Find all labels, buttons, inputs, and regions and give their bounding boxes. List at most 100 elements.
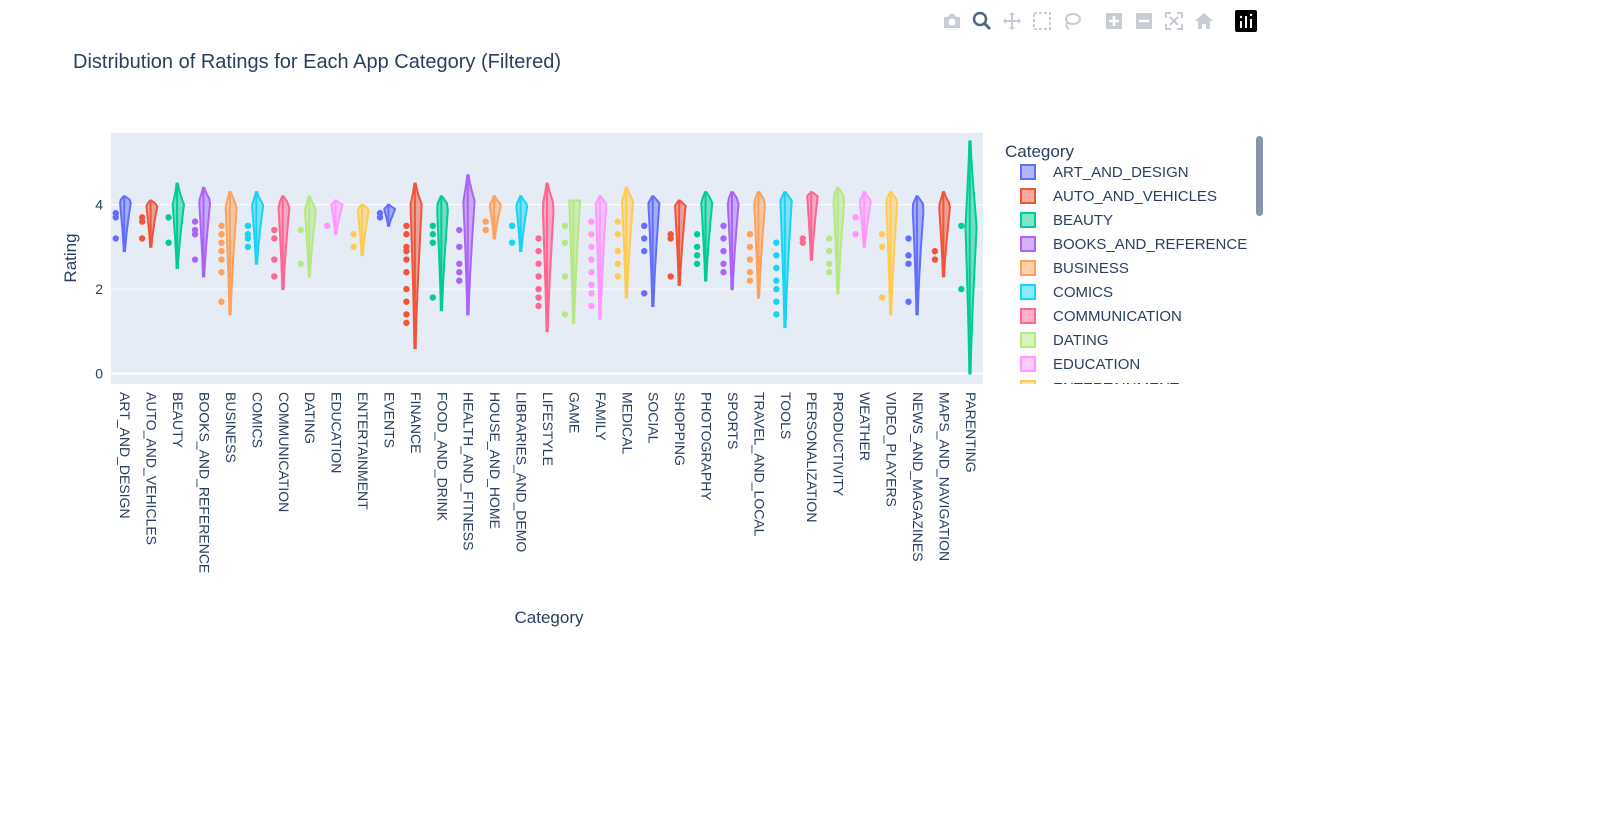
zoom-in-icon[interactable] (1102, 9, 1126, 33)
x-tick-label: MAPS_AND_NAVIGATION (936, 392, 952, 561)
violin-beauty[interactable] (165, 182, 186, 269)
violin-body (779, 191, 793, 329)
x-tick-label: DATING (302, 392, 318, 444)
outlier-point (561, 273, 569, 280)
legend-label: COMMUNICATION (1053, 308, 1182, 325)
legend-item-business[interactable]: BUSINESS (1020, 260, 1129, 277)
violin-business[interactable] (218, 191, 238, 316)
violin-education[interactable] (323, 199, 344, 236)
legend-item-communication[interactable]: COMMUNICATION (1020, 308, 1182, 325)
violin-tools[interactable] (773, 191, 793, 329)
legend-title: Category (1005, 142, 1074, 161)
legend[interactable]: ART_AND_DESIGN AUTO_AND_VEHICLES BEAUTY BOO… (1020, 164, 1247, 397)
outlier-point (112, 209, 119, 217)
x-tick-label: LIFESTYLE (540, 392, 556, 466)
violin-body (277, 195, 291, 291)
violin-house_and_home[interactable] (482, 195, 502, 240)
plotly-logo-icon[interactable] (1234, 9, 1258, 33)
outlier-point (535, 260, 542, 267)
violin-game[interactable] (561, 199, 582, 324)
outlier-point (456, 269, 463, 276)
outlier-point (403, 298, 410, 305)
outlier-point (773, 311, 780, 318)
x-tick-label: FINANCE (408, 392, 424, 453)
violin-finance[interactable] (403, 182, 423, 350)
outlier-point (350, 231, 357, 238)
x-tick-label: FAMILY (593, 392, 609, 441)
violin-events[interactable] (376, 203, 396, 227)
outlier-point (271, 235, 278, 242)
legend-item-entertainment[interactable]: ENTERTAINMENT (1020, 380, 1179, 397)
legend-item-art_and_design[interactable]: ART_AND_DESIGN (1020, 164, 1189, 181)
outlier-point (641, 247, 648, 255)
outlier-point (826, 247, 833, 255)
violin-libraries_and_demo[interactable] (508, 195, 529, 253)
outlier-point (535, 294, 542, 301)
violin-video_players[interactable] (878, 191, 899, 316)
legend-label: COMICS (1053, 284, 1113, 301)
outlier-point (429, 294, 437, 301)
violin-communication[interactable] (271, 195, 291, 291)
lasso-select-icon[interactable] (1060, 9, 1084, 33)
violin-dating[interactable] (297, 195, 317, 278)
outlier-point (878, 243, 886, 251)
violin-social[interactable] (641, 195, 661, 307)
outlier-point (773, 239, 780, 246)
legend-item-beauty[interactable]: BEAUTY (1020, 212, 1113, 229)
violin-art_and_design[interactable] (112, 195, 132, 253)
outlier-point (826, 235, 833, 242)
legend-swatch (1020, 188, 1036, 204)
legend-label: BEAUTY (1053, 212, 1113, 229)
zoom-out-icon[interactable] (1132, 9, 1156, 33)
legend-scrollbar[interactable] (1256, 136, 1263, 216)
violin-medical[interactable] (614, 186, 635, 299)
outlier-point (403, 243, 410, 251)
violin-health_and_fitness[interactable] (456, 174, 476, 316)
outlier-point (799, 235, 806, 242)
violin-entertainment[interactable] (350, 203, 370, 257)
outlier-point (403, 222, 410, 230)
violin-family[interactable] (588, 195, 608, 320)
violin-comics[interactable] (244, 191, 265, 265)
x-tick-label: GAME (566, 392, 582, 433)
outlier-point (931, 256, 939, 263)
violin-auto_and_vehicles[interactable] (138, 199, 159, 248)
outlier-point (535, 235, 542, 242)
violin-maps_and_navigation[interactable] (931, 191, 951, 278)
violin-personalization[interactable] (799, 191, 819, 261)
legend-item-education[interactable]: EDUCATION (1020, 356, 1140, 373)
outlier-point (218, 239, 225, 246)
outlier-point (376, 209, 384, 217)
legend-item-books_and_reference[interactable]: BOOKS_AND_REFERENCE (1020, 236, 1247, 253)
violin-body (250, 191, 265, 265)
violin-productivity[interactable] (826, 186, 846, 295)
legend-item-dating[interactable]: DATING (1020, 332, 1109, 349)
violin-body (171, 182, 186, 269)
pan-icon[interactable] (1000, 9, 1024, 33)
legend-item-comics[interactable]: COMICS (1020, 284, 1113, 301)
outlier-point (746, 243, 754, 251)
violin-sports[interactable] (720, 191, 740, 291)
zoom-icon[interactable] (970, 9, 994, 33)
x-tick-label: PERSONALIZATION (804, 392, 820, 522)
violin-photography[interactable] (693, 191, 714, 282)
x-tick-label: AUTO_AND_VEHICLES (144, 392, 160, 545)
violin-books_and_reference[interactable] (191, 186, 212, 278)
violin-food_and_drink[interactable] (429, 195, 449, 312)
violin-lifestyle[interactable] (535, 182, 555, 333)
violin-shopping[interactable] (667, 199, 687, 286)
legend-item-auto_and_vehicles[interactable]: AUTO_AND_VEHICLES (1020, 188, 1217, 205)
violin-weather[interactable] (852, 191, 872, 248)
x-tick-label: EDUCATION (329, 392, 345, 473)
violin-travel_and_local[interactable] (746, 191, 766, 299)
chart-title: Distribution of Ratings for Each App Cat… (73, 51, 561, 73)
box-select-icon[interactable] (1030, 9, 1054, 33)
y-tick-label: 4 (95, 197, 103, 213)
reset-axes-icon[interactable] (1192, 9, 1216, 33)
autoscale-icon[interactable] (1162, 9, 1186, 33)
violin-news_and_magazines[interactable] (905, 195, 925, 316)
violin-body (224, 191, 238, 316)
violin-parenting[interactable] (958, 140, 978, 375)
outlier-point (588, 256, 595, 263)
camera-icon[interactable] (940, 9, 964, 33)
